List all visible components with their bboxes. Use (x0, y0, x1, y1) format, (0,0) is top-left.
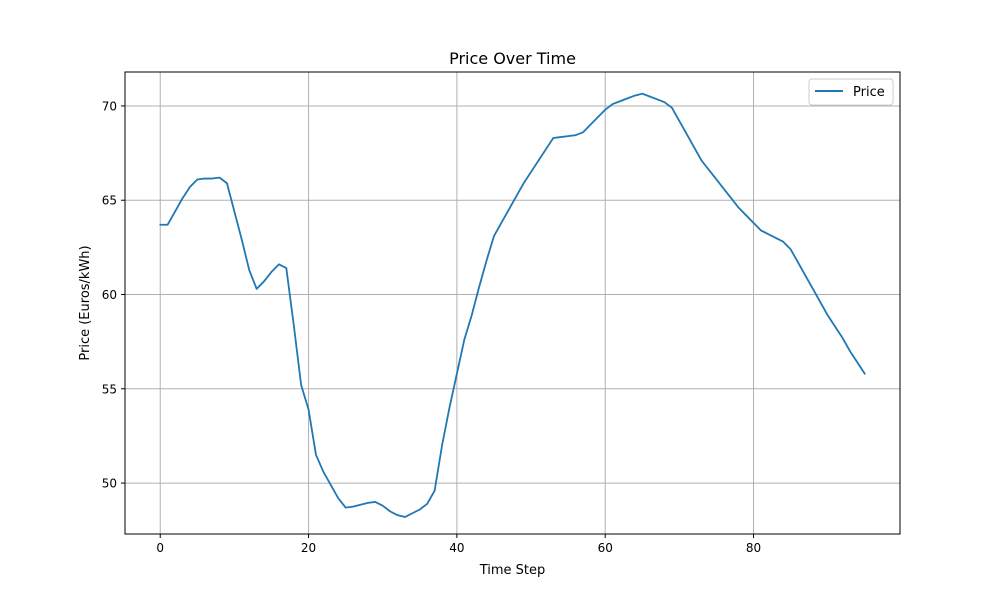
legend-label: Price (853, 85, 885, 100)
y-tick-label: 65 (102, 194, 117, 208)
y-tick-label: 60 (102, 288, 117, 302)
x-tick-label: 20 (301, 541, 316, 555)
x-tick-label: 40 (449, 541, 464, 555)
y-tick-label: 55 (102, 382, 117, 396)
x-tick-label: 60 (598, 541, 613, 555)
x-tick-label: 0 (156, 541, 164, 555)
x-axis-ticks: 0 20 40 60 80 (156, 534, 761, 555)
y-tick-label: 70 (102, 99, 117, 113)
y-axis-ticks: 50 55 60 65 70 (102, 99, 125, 491)
plot-frame (124, 71, 901, 535)
grid-lines (125, 72, 900, 534)
legend-box (808, 78, 894, 106)
chart-title: Price Over Time (449, 49, 576, 68)
series-line-price (159, 92, 866, 518)
x-tick-label: 80 (746, 541, 761, 555)
legend: Price (808, 78, 894, 106)
y-tick-label: 50 (102, 477, 117, 491)
x-axis-label: Time Step (479, 563, 546, 578)
series-layer (159, 92, 866, 518)
y-axis-label: Price (Euros/kWh) (78, 245, 93, 360)
